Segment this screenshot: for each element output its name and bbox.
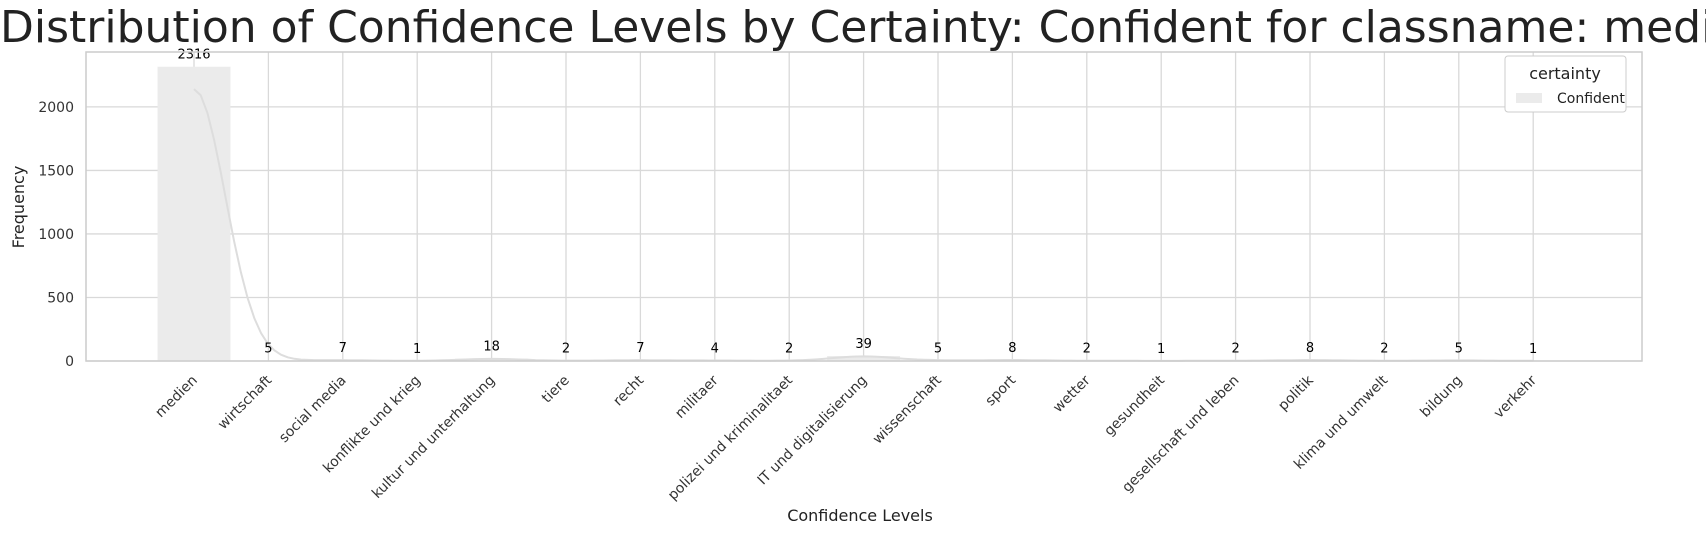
x-tick-label: tiere [539, 373, 573, 407]
bar [157, 66, 231, 361]
x-tick-label: politik [1275, 372, 1317, 414]
x-tick-label: militaer [672, 372, 721, 421]
y-tick-label: 0 [65, 354, 74, 370]
data-label: 2 [562, 342, 570, 357]
x-tick-label: sport [982, 372, 1019, 409]
data-label: 4 [711, 341, 719, 356]
data-label: 8 [1306, 341, 1314, 356]
data-label: 5 [264, 341, 272, 356]
data-label: 18 [483, 340, 500, 355]
x-tick-label: wirtschaft [215, 372, 276, 433]
legend-title: certainty [1529, 64, 1601, 83]
x-tick-label: gesundheit [1101, 372, 1168, 439]
data-label: 39 [855, 337, 872, 352]
grid-layer [86, 52, 1642, 362]
x-tick-label: polizei und kriminalitaet [665, 372, 796, 503]
axis-layer: 0 500 1000 1500 2000 medien wirtschaft social m… [38, 51, 1643, 504]
y-tick-label: 1000 [38, 227, 74, 243]
data-label: 1 [1529, 342, 1537, 357]
y-tick-label: 1500 [38, 163, 74, 179]
label-layer: 2316 5 7 1 18 2 7 4 2 39 5 8 2 1 2 8 2 5 1 [177, 48, 1537, 357]
x-axis-label: Confidence Levels [787, 506, 933, 525]
x-tick-label: medien [152, 373, 200, 421]
data-label: 2 [1380, 342, 1388, 357]
data-label: 7 [636, 341, 644, 356]
legend-entry-confident: Confident [1557, 91, 1625, 107]
data-label: 2316 [177, 48, 210, 63]
x-tick-label: kultur und unterhaltung [369, 373, 498, 502]
x-tick-label: bildung [1417, 373, 1465, 421]
data-label: 2 [1231, 342, 1239, 357]
plot-frame [85, 51, 1643, 362]
x-tick-label: verkehr [1491, 372, 1540, 421]
data-label: 1 [413, 342, 421, 357]
legend: certainty Confident [1504, 55, 1627, 113]
x-tick-label: wissenschaft [870, 372, 945, 447]
data-label: 5 [1455, 341, 1463, 356]
y-axis-label: Frequency [9, 166, 28, 249]
data-label: 7 [339, 341, 347, 356]
data-label: 2 [1083, 342, 1091, 357]
data-label: 2 [785, 342, 793, 357]
x-tick-label: wetter [1050, 372, 1094, 416]
data-label: 5 [934, 341, 942, 356]
x-tick-label: social media [276, 373, 350, 447]
data-label: 8 [1008, 341, 1016, 356]
y-tick-label: 2000 [38, 100, 74, 116]
legend-swatch [1516, 93, 1542, 103]
y-tick-label: 500 [47, 290, 74, 306]
x-tick-label: recht [610, 372, 647, 409]
chart-title: Distribution of Confidence Levels by Cer… [0, 2, 1706, 53]
bar [827, 356, 901, 361]
data-label: 1 [1157, 342, 1165, 357]
